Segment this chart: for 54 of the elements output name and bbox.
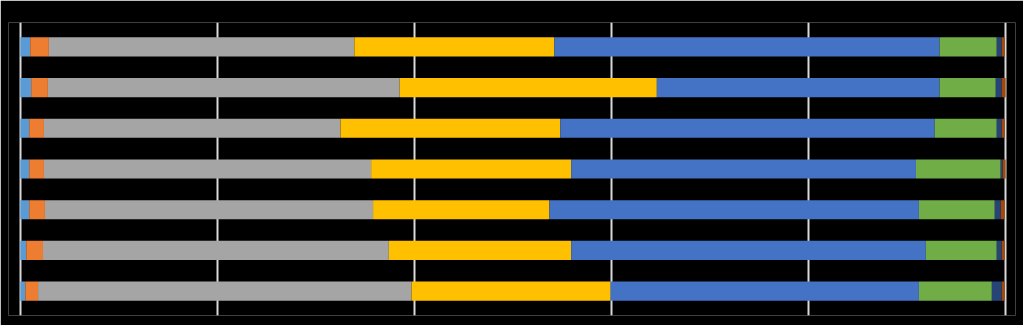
bar (20, 281, 26, 301)
bar (31, 78, 48, 98)
bar (29, 200, 45, 220)
bar (571, 159, 916, 179)
bar (918, 200, 995, 220)
bar (549, 200, 919, 220)
bar (20, 240, 27, 260)
bar (26, 240, 43, 260)
bar (20, 78, 32, 98)
bar (996, 118, 1002, 138)
bar (991, 281, 1002, 301)
bar (554, 37, 940, 57)
bar (25, 281, 39, 301)
bar (560, 118, 935, 138)
bar (656, 78, 940, 98)
bar (925, 240, 997, 260)
bar (20, 200, 30, 220)
bar (918, 281, 992, 301)
bar (20, 118, 30, 138)
bar (1001, 37, 1005, 57)
bar (43, 159, 372, 179)
bar (939, 37, 997, 57)
bar (571, 240, 926, 260)
bar (371, 159, 572, 179)
bar (934, 118, 997, 138)
bar (43, 118, 341, 138)
bar (388, 240, 572, 260)
bar (29, 118, 44, 138)
bar (1001, 118, 1005, 138)
bar (1000, 200, 1005, 220)
bar (939, 78, 996, 98)
bar (996, 240, 1002, 260)
bar (48, 37, 355, 57)
bar (30, 37, 49, 57)
bar (915, 159, 1001, 179)
bar (994, 200, 1001, 220)
bar (399, 78, 657, 98)
bar (20, 37, 31, 57)
bar (29, 159, 44, 179)
bar (1001, 78, 1006, 98)
bar (44, 200, 374, 220)
bar (995, 78, 1002, 98)
bar (1001, 281, 1005, 301)
bar (20, 159, 30, 179)
bar (411, 281, 611, 301)
bar (47, 78, 400, 98)
bar (354, 37, 555, 57)
bar (1001, 240, 1005, 260)
bar (996, 37, 1002, 57)
bar (38, 281, 412, 301)
bar (610, 281, 919, 301)
bar (340, 118, 561, 138)
bar (373, 200, 550, 220)
bar (42, 240, 389, 260)
